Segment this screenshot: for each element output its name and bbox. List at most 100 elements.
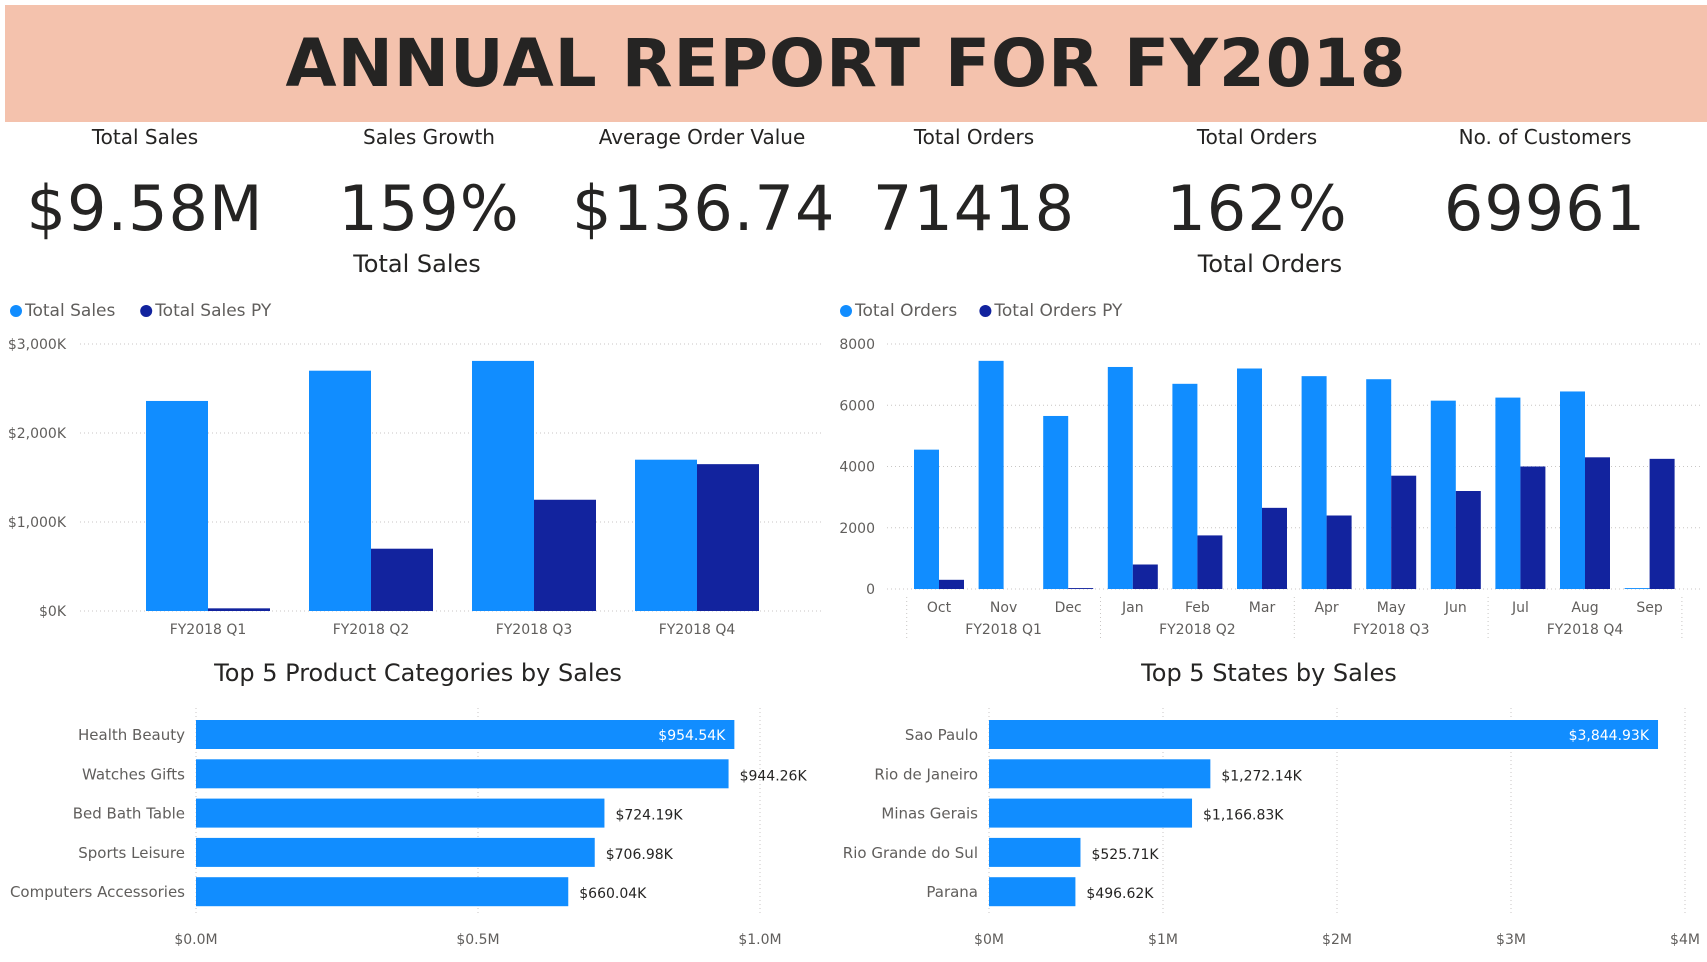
data-label: $1,166.83K — [1203, 808, 1284, 824]
legend-marker — [840, 305, 852, 317]
kpi-average-order-value[interactable]: Average Order Value $136.74 — [572, 122, 836, 245]
x-tick-label: Mar — [1249, 600, 1276, 616]
bar-total-orders-py — [1585, 457, 1610, 589]
bar-total-orders — [1301, 376, 1327, 589]
x-tick-label: $1M — [1148, 932, 1178, 948]
bar-total-orders — [1043, 415, 1069, 589]
x-tick-label: Apr — [1314, 600, 1338, 616]
bar — [989, 877, 1076, 907]
bar-total-sales — [635, 459, 697, 611]
kpi-label: Total Sales — [91, 125, 199, 149]
bar-total-sales-py — [697, 464, 759, 611]
bar-total-orders — [914, 449, 939, 589]
y-tick-label: 2000 — [839, 521, 875, 537]
chart-title: Total Sales — [352, 250, 481, 278]
y-tick-label: 4000 — [839, 460, 875, 476]
bar-total-orders — [1107, 366, 1133, 589]
bar-total-sales — [309, 370, 371, 611]
x-group-label: FY2018 Q4 — [1547, 622, 1624, 638]
category-label: Computers Accessories — [10, 883, 185, 901]
category-label: Bed Bath Table — [73, 805, 185, 823]
bar-total-orders-py — [939, 579, 964, 589]
category-label: Minas Gerais — [881, 805, 978, 823]
x-group-label: FY2018 Q3 — [1353, 622, 1430, 638]
x-tick-label: FY2018 Q1 — [170, 622, 247, 638]
kpi-label: Sales Growth — [363, 125, 495, 149]
kpi-label: Total Orders — [1196, 125, 1318, 149]
chart-title: Top 5 States by Sales — [1140, 659, 1397, 687]
legend-label: Total Orders — [854, 301, 957, 321]
data-label: $1,272.14K — [1221, 768, 1302, 784]
legend-marker — [10, 305, 22, 317]
chart-title: Total Orders — [1197, 250, 1342, 278]
kpi-total-sales[interactable]: Total Sales $9.58M — [15, 122, 275, 245]
bar-total-orders-py — [1391, 475, 1417, 589]
bar-total-orders-py — [1197, 535, 1223, 589]
category-label: Sports Leisure — [78, 844, 185, 862]
bar — [196, 877, 569, 907]
bar-total-orders-py — [1068, 588, 1094, 589]
bar-total-orders-py — [1455, 491, 1481, 589]
bar-total-sales-py — [208, 608, 270, 611]
kpi-label: Average Order Value — [598, 125, 806, 149]
bar-total-orders — [1495, 397, 1521, 589]
bar-total-sales — [472, 360, 534, 611]
report-title: ANNUAL REPORT FOR FY2018 — [285, 25, 1407, 102]
x-tick-label: FY2018 Q2 — [333, 622, 410, 638]
kpi-total-orders[interactable]: Total Orders 71418 — [844, 122, 1104, 245]
kpi-value: $9.58M — [26, 172, 264, 245]
bar-total-orders — [1560, 391, 1585, 589]
y-tick-label: 6000 — [839, 398, 875, 414]
bar-total-sales — [146, 400, 208, 611]
x-tick-label: $1.0M — [738, 932, 781, 948]
category-label: Health Beauty — [78, 726, 185, 744]
bar-total-orders — [1172, 383, 1198, 589]
bar — [989, 759, 1211, 789]
bar-total-orders — [1237, 368, 1262, 589]
bar-total-orders — [1624, 588, 1650, 589]
kpi-sales-growth[interactable]: Sales Growth 159% — [299, 122, 559, 245]
kpi-label: No. of Customers — [1458, 125, 1632, 149]
x-tick-label: Feb — [1185, 600, 1210, 616]
category-label: Watches Gifts — [82, 765, 185, 783]
bar-total-sales-py — [371, 548, 433, 611]
data-label: $954.54K — [658, 728, 726, 744]
x-tick-label: $0M — [974, 932, 1004, 948]
kpi-label: Total Orders — [913, 125, 1035, 149]
data-label: $525.71K — [1091, 847, 1159, 863]
category-label: Rio de Janeiro — [874, 765, 978, 783]
y-tick-label: $1,000K — [8, 515, 67, 531]
bar-total-orders-py — [1132, 564, 1158, 589]
kpi-value: 162% — [1166, 172, 1348, 245]
bar-total-orders-py — [1326, 515, 1352, 589]
x-tick-label: Jul — [1511, 600, 1529, 616]
y-tick-label: 8000 — [839, 337, 875, 353]
x-tick-label: Jan — [1121, 600, 1144, 616]
y-tick-label: 0 — [866, 582, 875, 598]
x-tick-label: FY2018 Q3 — [496, 622, 573, 638]
category-label: Parana — [926, 883, 978, 901]
y-tick-label: $3,000K — [8, 337, 67, 353]
kpi-value: 71418 — [872, 172, 1076, 245]
kpi-value: 69961 — [1443, 172, 1647, 245]
chart-title: Top 5 Product Categories by Sales — [213, 659, 622, 687]
report-header: ANNUAL REPORT FOR FY2018 — [5, 5, 1707, 122]
y-tick-label: $2,000K — [8, 426, 67, 442]
kpi-orders-growth[interactable]: Total Orders 162% — [1127, 122, 1387, 245]
bar — [196, 798, 605, 828]
x-tick-label: $2M — [1322, 932, 1352, 948]
x-tick-label: May — [1377, 600, 1406, 616]
x-tick-label: Dec — [1055, 600, 1082, 616]
kpi-value: $136.74 — [572, 172, 836, 245]
kpi-number-of-customers[interactable]: No. of Customers 69961 — [1415, 122, 1675, 245]
legend-marker — [140, 305, 153, 317]
bar-total-orders — [1366, 379, 1392, 589]
y-tick-label: $0K — [39, 604, 67, 620]
x-tick-label: $3M — [1496, 932, 1526, 948]
bar — [989, 720, 1659, 749]
bar-total-orders-py — [1520, 466, 1546, 589]
data-label: $706.98K — [606, 847, 674, 863]
x-tick-label: $0.5M — [456, 932, 499, 948]
legend-label: Total Orders PY — [993, 301, 1123, 321]
data-label: $724.19K — [615, 808, 683, 824]
